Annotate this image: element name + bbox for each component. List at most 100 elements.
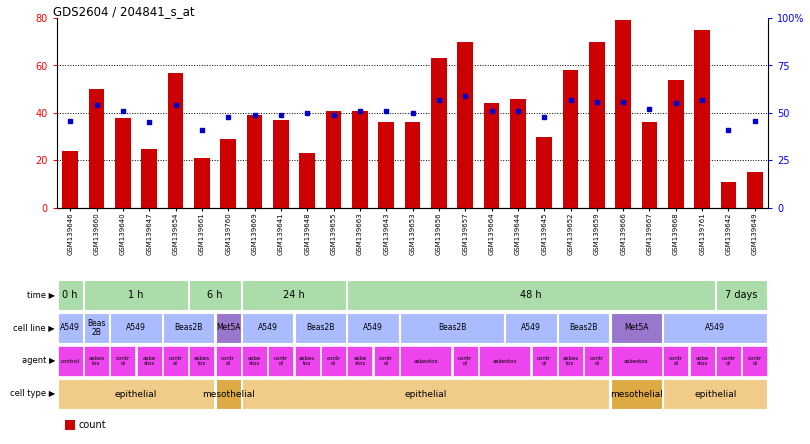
Bar (190, 280, 241, 310)
Bar (220, 139, 236, 208)
Text: asbes
tos: asbes tos (88, 356, 104, 366)
Text: Met5A: Met5A (624, 324, 649, 333)
Text: epithelial: epithelial (404, 389, 447, 399)
Text: A549: A549 (706, 324, 725, 333)
Bar (373, 346, 399, 376)
Bar (400, 346, 451, 376)
Bar (531, 346, 556, 376)
Text: contr
ol: contr ol (537, 356, 552, 366)
Bar (194, 158, 210, 208)
Text: agent ▶: agent ▶ (22, 356, 55, 365)
Bar (326, 111, 341, 208)
Bar (321, 346, 346, 376)
Text: Beas2B: Beas2B (438, 324, 467, 333)
Text: contr
ol: contr ol (590, 356, 604, 366)
Text: 6 h: 6 h (207, 290, 223, 300)
Bar (536, 137, 552, 208)
Bar (163, 313, 214, 343)
Bar (663, 346, 688, 376)
Bar (558, 346, 583, 376)
Text: asbestos: asbestos (492, 358, 517, 364)
Bar (479, 346, 531, 376)
Text: GDS2604 / 204841_s_at: GDS2604 / 204841_s_at (53, 5, 195, 18)
Bar (242, 280, 346, 310)
Bar (458, 42, 473, 208)
Bar (558, 313, 609, 343)
Bar (84, 313, 109, 343)
Text: count: count (79, 420, 106, 430)
Text: asbes
tos: asbes tos (194, 356, 210, 366)
Bar (611, 313, 662, 343)
Bar (215, 379, 241, 409)
Text: asbe
stos: asbe stos (696, 356, 709, 366)
Bar (110, 346, 135, 376)
Text: Beas2B: Beas2B (306, 324, 335, 333)
Bar (453, 346, 478, 376)
Text: cell type ▶: cell type ▶ (10, 389, 55, 398)
Text: contr
ol: contr ol (116, 356, 130, 366)
Text: Met5A: Met5A (216, 324, 241, 333)
Text: contr
ol: contr ol (274, 356, 288, 366)
Text: A549: A549 (363, 324, 383, 333)
Text: contr
ol: contr ol (722, 356, 735, 366)
Bar (663, 313, 767, 343)
Text: asbe
stos: asbe stos (353, 356, 366, 366)
Bar (84, 280, 188, 310)
Text: 1 h: 1 h (128, 290, 143, 300)
Text: Beas
2B: Beas 2B (87, 319, 106, 337)
Text: asbestos: asbestos (624, 358, 649, 364)
Text: Beas2B: Beas2B (569, 324, 598, 333)
Text: asbe
stos: asbe stos (248, 356, 261, 366)
Text: contr
ol: contr ol (379, 356, 394, 366)
Bar (168, 73, 183, 208)
Bar (616, 20, 631, 208)
Bar (663, 379, 767, 409)
Bar (242, 313, 293, 343)
Bar (611, 346, 662, 376)
Bar (58, 313, 83, 343)
Bar (352, 111, 368, 208)
Bar (742, 346, 767, 376)
Bar (347, 280, 714, 310)
Text: mesothelial: mesothelial (610, 389, 663, 399)
Text: 7 days: 7 days (726, 290, 758, 300)
Bar (295, 346, 320, 376)
Bar (584, 346, 609, 376)
Text: asbes
tos: asbes tos (299, 356, 315, 366)
Bar (215, 313, 241, 343)
Bar (716, 280, 767, 310)
Bar (431, 58, 447, 208)
Bar (563, 70, 578, 208)
Text: contr
ol: contr ol (458, 356, 472, 366)
Bar (299, 153, 315, 208)
Text: A549: A549 (258, 324, 278, 333)
Text: 48 h: 48 h (520, 290, 542, 300)
Bar (246, 115, 262, 208)
Bar (84, 346, 109, 376)
Bar (215, 346, 241, 376)
Bar (163, 346, 188, 376)
Text: contr
ol: contr ol (326, 356, 341, 366)
Text: contr
ol: contr ol (669, 356, 683, 366)
Bar (694, 30, 710, 208)
Text: contr
ol: contr ol (748, 356, 762, 366)
Bar (273, 120, 288, 208)
Text: contr
ol: contr ol (168, 356, 182, 366)
Bar (716, 346, 741, 376)
Text: asbes
tos: asbes tos (562, 356, 578, 366)
Bar (110, 313, 161, 343)
Bar (347, 346, 373, 376)
Bar (642, 123, 658, 208)
Text: mesothelial: mesothelial (202, 389, 254, 399)
Bar (589, 42, 605, 208)
Text: 24 h: 24 h (284, 290, 305, 300)
Bar (295, 313, 346, 343)
Bar (747, 172, 763, 208)
Text: time ▶: time ▶ (27, 290, 55, 299)
Text: epithelial: epithelial (694, 389, 736, 399)
Bar (510, 99, 526, 208)
Bar (484, 103, 500, 208)
Text: cell line ▶: cell line ▶ (13, 323, 55, 332)
Bar (405, 123, 420, 208)
Bar (268, 346, 293, 376)
